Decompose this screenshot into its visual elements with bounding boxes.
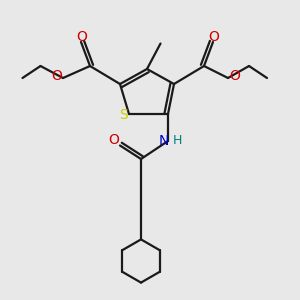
Text: N: N — [158, 134, 169, 148]
Text: O: O — [208, 30, 219, 44]
Text: S: S — [119, 108, 128, 122]
Text: O: O — [76, 30, 87, 44]
Text: O: O — [109, 133, 119, 147]
Text: O: O — [51, 70, 62, 83]
Text: H: H — [172, 134, 182, 148]
Text: O: O — [229, 70, 240, 83]
